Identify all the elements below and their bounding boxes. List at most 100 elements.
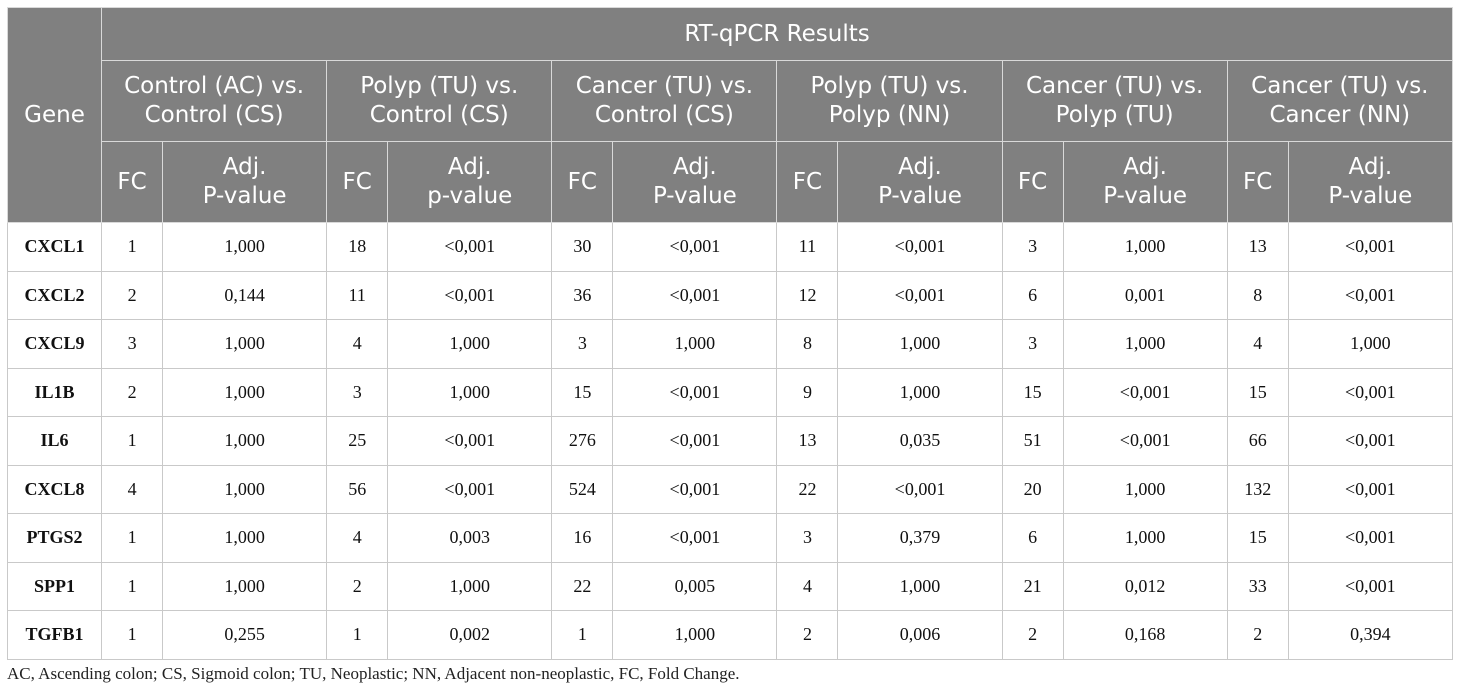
adj-p-value-column-header: Adj. P-value xyxy=(162,141,328,223)
fc-value-cell: 8 xyxy=(776,319,839,369)
gene-name-cell: CXCL9 xyxy=(6,319,103,369)
adj-p-value-cell: 1,000 xyxy=(1062,222,1228,272)
adj-p-value-header-line: Adj. xyxy=(673,154,717,180)
fc-value-cell: 33 xyxy=(1226,561,1289,611)
adj-p-value-cell: <0,001 xyxy=(1287,464,1454,514)
table-row: IL6 1 1,000 25 <0,001 276 <0,001 13 0,035 51 <0,00… xyxy=(6,416,1454,466)
gene-column-header: Gene xyxy=(6,7,103,223)
fc-value-cell: 11 xyxy=(776,222,839,272)
adj-p-value-header-line: P-value xyxy=(878,183,962,209)
gene-name-cell: CXCL8 xyxy=(6,464,103,514)
gene-name-cell: TGFB1 xyxy=(6,610,103,660)
fc-value-cell: 276 xyxy=(551,416,614,466)
comparison-header-line: Polyp (TU) vs. xyxy=(360,73,519,99)
adj-p-value-cell: <0,001 xyxy=(612,222,778,272)
fc-value-cell: 3 xyxy=(101,319,164,369)
table-row: CXCL1 1 1,000 18 <0,001 30 <0,001 11 <0,001 3 1,00… xyxy=(6,222,1454,272)
fc-value-cell: 20 xyxy=(1001,464,1064,514)
adj-p-value-header-line: p-value xyxy=(427,183,513,209)
adj-p-value-cell: 0,005 xyxy=(612,561,778,611)
adj-p-value-cell: <0,001 xyxy=(612,513,778,563)
table-footnote: AC, Ascending colon; CS, Sigmoid colon; … xyxy=(7,664,740,683)
results-table-container: Gene RT-qPCR Results Control (AC) vs. Con… xyxy=(6,7,1454,660)
adj-p-value-cell: 0,394 xyxy=(1287,610,1454,660)
fc-column-header: FC xyxy=(776,141,839,223)
table-row: CXCL2 2 0,144 11 <0,001 36 <0,001 12 <0,001 6 0,00… xyxy=(6,270,1454,320)
adj-p-value-column-header: Adj. P-value xyxy=(612,141,778,223)
fc-value-cell: 4 xyxy=(326,319,389,369)
adj-p-value-cell: 1,000 xyxy=(387,319,553,369)
table-row: CXCL8 4 1,000 56 <0,001 524 <0,001 22 <0,001 20 1,… xyxy=(6,464,1454,514)
table-row: CXCL9 3 1,000 4 1,000 3 1,000 8 1,000 3 1,000 4 1,00… xyxy=(6,319,1454,369)
adj-p-value-cell: <0,001 xyxy=(1287,270,1454,320)
adj-p-value-cell: 0,002 xyxy=(387,610,553,660)
fc-column-header: FC xyxy=(326,141,389,223)
adj-p-value-cell: 1,000 xyxy=(162,561,328,611)
fc-value-cell: 25 xyxy=(326,416,389,466)
adj-p-value-header-line: Adj. xyxy=(898,154,942,180)
fc-column-header: FC xyxy=(551,141,614,223)
adj-p-value-cell: <0,001 xyxy=(1062,367,1228,417)
adj-p-value-cell: 1,000 xyxy=(1062,464,1228,514)
fc-value-cell: 3 xyxy=(776,513,839,563)
comparison-header: Cancer (TU) vs. Control (CS) xyxy=(551,60,778,142)
adj-p-value-cell: 1,000 xyxy=(837,319,1003,369)
adj-p-value-cell: <0,001 xyxy=(1287,513,1454,563)
fc-value-cell: 15 xyxy=(1001,367,1064,417)
comparison-header: Polyp (TU) vs. Polyp (NN) xyxy=(776,60,1003,142)
fc-value-cell: 4 xyxy=(1226,319,1289,369)
fc-value-cell: 22 xyxy=(551,561,614,611)
comparison-header: Polyp (TU) vs. Control (CS) xyxy=(326,60,553,142)
adj-p-value-cell: <0,001 xyxy=(612,367,778,417)
adj-p-value-column-header: Adj. P-value xyxy=(837,141,1003,223)
fc-value-cell: 1 xyxy=(101,610,164,660)
fc-value-cell: 15 xyxy=(1226,513,1289,563)
comparison-header-line: Polyp (TU) xyxy=(1055,102,1174,128)
adj-p-value-cell: 1,000 xyxy=(612,610,778,660)
fc-value-cell: 21 xyxy=(1001,561,1064,611)
adj-p-value-cell: 1,000 xyxy=(162,464,328,514)
adj-p-value-cell: <0,001 xyxy=(1287,367,1454,417)
adj-p-value-cell: <0,001 xyxy=(387,464,553,514)
table-row: PTGS2 1 1,000 4 0,003 16 <0,001 3 0,379 6 1,000 15 <… xyxy=(6,513,1454,563)
comparison-header-line: Polyp (TU) vs. xyxy=(810,73,969,99)
adj-p-value-cell: <0,001 xyxy=(387,222,553,272)
comparison-header-line: Polyp (NN) xyxy=(828,102,951,128)
table-row: IL1B 2 1,000 3 1,000 15 <0,001 9 1,000 15 <0,001 15… xyxy=(6,367,1454,417)
fc-value-cell: 51 xyxy=(1001,416,1064,466)
rt-qpcr-group-header: RT-qPCR Results xyxy=(101,7,1453,61)
adj-p-value-column-header: Adj. P-value xyxy=(1062,141,1228,223)
fc-value-cell: 13 xyxy=(1226,222,1289,272)
fc-value-cell: 2 xyxy=(1001,610,1064,660)
fc-value-cell: 11 xyxy=(326,270,389,320)
adj-p-value-cell: <0,001 xyxy=(387,416,553,466)
adj-p-value-cell: <0,001 xyxy=(1287,222,1454,272)
fc-value-cell: 1 xyxy=(101,513,164,563)
adj-p-value-header-line: P-value xyxy=(1103,183,1188,209)
adj-p-value-cell: <0,001 xyxy=(1062,416,1228,466)
adj-p-value-cell: 1,000 xyxy=(162,222,328,272)
adj-p-value-cell: 0,035 xyxy=(837,416,1003,466)
adj-p-value-cell: 0,012 xyxy=(1062,561,1228,611)
adj-p-value-header-line: Adj. xyxy=(447,154,492,180)
comparison-header-line: Control (CS) xyxy=(144,102,284,128)
fc-value-cell: 2 xyxy=(101,270,164,320)
comparison-header-line: Cancer (NN) xyxy=(1269,102,1411,128)
adj-p-value-header-line: P-value xyxy=(202,183,287,209)
adj-p-value-cell: <0,001 xyxy=(612,270,778,320)
adj-p-value-cell: 1,000 xyxy=(1062,319,1228,369)
fc-value-cell: 16 xyxy=(551,513,614,563)
adj-p-value-cell: 1,000 xyxy=(1287,319,1454,369)
adj-p-value-cell: 1,000 xyxy=(162,319,328,369)
comparison-header: Cancer (TU) vs. Polyp (TU) xyxy=(1001,60,1228,142)
fc-column-header: FC xyxy=(101,141,164,223)
adj-p-value-cell: 0,003 xyxy=(387,513,553,563)
adj-p-value-cell: 0,379 xyxy=(837,513,1003,563)
fc-value-cell: 36 xyxy=(551,270,614,320)
adj-p-value-header-line: Adj. xyxy=(1348,154,1393,180)
comparison-header: Cancer (TU) vs. Cancer (NN) xyxy=(1226,60,1454,142)
fc-value-cell: 12 xyxy=(776,270,839,320)
fc-value-cell: 18 xyxy=(326,222,389,272)
adj-p-value-cell: 1,000 xyxy=(837,561,1003,611)
comparison-header-line: Control (CS) xyxy=(369,102,509,128)
